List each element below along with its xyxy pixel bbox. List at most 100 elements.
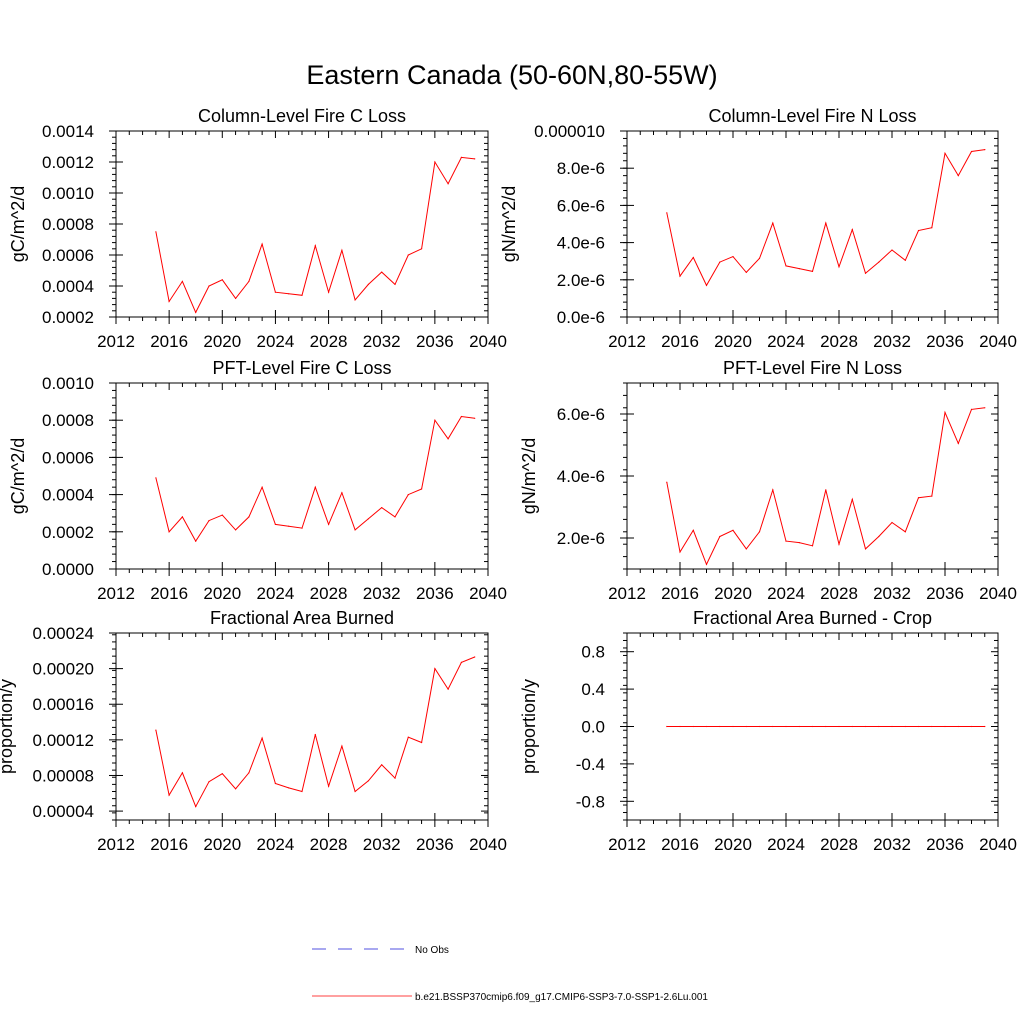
data-point [434, 161, 436, 163]
data-point [719, 535, 721, 538]
data-point [745, 725, 747, 728]
x-tick-label: 2032 [363, 332, 401, 351]
data-point [235, 297, 237, 299]
x-tick-label: 2032 [873, 332, 911, 351]
data-point [851, 725, 853, 728]
data-point [758, 531, 761, 533]
x-tick-label: 2036 [416, 332, 454, 351]
data-point [328, 291, 330, 293]
data-point [181, 772, 183, 774]
x-tick-label: 2020 [714, 584, 752, 603]
y-tick-label: 0.00024 [33, 624, 94, 643]
data-point [811, 725, 814, 728]
data-point [864, 548, 867, 550]
data-point [970, 150, 973, 153]
data-point [434, 419, 436, 421]
data-point [381, 271, 383, 273]
data-point [904, 725, 906, 728]
data-point [838, 725, 840, 728]
data-point [891, 521, 893, 524]
x-tick-label: 2016 [150, 584, 188, 603]
y-axis-label: gN/m^2/d [499, 186, 519, 262]
x-tick-label: 2016 [661, 835, 699, 854]
data-point [679, 725, 681, 728]
data-point [301, 527, 303, 529]
y-tick-label: 0.0004 [42, 277, 94, 296]
x-tick-label: 2040 [979, 332, 1017, 351]
data-point [195, 806, 197, 808]
data-point [168, 300, 170, 303]
data-point [274, 291, 276, 293]
data-point [460, 156, 462, 158]
x-tick-label: 2028 [820, 332, 858, 351]
panel-3: PFT-Level Fire C Loss gC/m^2/d 2012 2016 202… [8, 358, 507, 603]
panel-6: Fractional Area Burned - Crop proportion/… [519, 608, 1017, 854]
data-point [474, 656, 476, 658]
data-point [155, 231, 157, 233]
data-point [288, 525, 290, 527]
y-axis-label: proportion/y [0, 679, 16, 774]
data-point [261, 486, 263, 488]
legend: No Obs b.e21.BSSP370cmip6.f09_g17.CMIP6-… [312, 945, 708, 1003]
y-tick-label: 6.0e-6 [557, 405, 605, 424]
data-point [421, 741, 423, 744]
data-point [825, 725, 827, 728]
data-point [851, 498, 853, 500]
y-axis-label: gC/m^2/d [8, 438, 28, 514]
figure-title: Eastern Canada (50-60N,80-55W) [306, 60, 717, 90]
x-tick-label: 2016 [150, 835, 188, 854]
panel-2: Column-Level Fire N Loss gN/m^2/d 2012 2016… [499, 106, 1017, 351]
data-point [447, 183, 449, 185]
data-point [811, 270, 814, 272]
data-point [785, 725, 787, 728]
y-tick-label: 0.0e-6 [557, 308, 605, 327]
data-point [984, 149, 986, 151]
y-axis-label: gC/m^2/d [8, 186, 28, 262]
x-tick-label: 2036 [416, 835, 454, 854]
series-line-1 [155, 415, 475, 543]
data-point [931, 725, 933, 728]
data-point [984, 725, 986, 728]
x-tick-label: 2016 [661, 584, 699, 603]
y-tick-label: 0.00016 [33, 695, 94, 714]
y-tick-label: 0.0002 [42, 523, 94, 542]
x-tick-label: 2020 [203, 332, 241, 351]
x-tick-label: 2012 [97, 835, 135, 854]
x-tick-label: 2036 [926, 332, 964, 351]
series-line-1 [666, 149, 985, 287]
data-point [970, 725, 973, 728]
data-point [666, 481, 668, 483]
data-point [732, 529, 734, 531]
data-point [474, 417, 476, 419]
data-point [970, 408, 973, 410]
panel-title: Column-Level Fire C Loss [198, 106, 406, 126]
data-point [221, 773, 223, 775]
data-point [261, 243, 263, 245]
data-point [891, 725, 893, 728]
series-line-1 [666, 407, 985, 566]
x-tick-label: 2020 [714, 332, 752, 351]
data-point [181, 516, 183, 518]
data-point [825, 222, 827, 224]
data-point [460, 415, 462, 418]
series-line-1 [155, 156, 475, 314]
y-tick-label: 2.0e-6 [557, 529, 605, 548]
data-point [474, 158, 476, 160]
panel-5: Fractional Area Burned proportion/y 2012 20… [0, 608, 507, 854]
panel-title: Fractional Area Burned - Crop [693, 608, 932, 628]
x-tick-label: 2028 [310, 332, 348, 351]
data-point [367, 518, 369, 520]
x-tick-label: 2032 [873, 835, 911, 854]
data-point [195, 540, 197, 542]
data-point [719, 261, 721, 263]
y-tick-label: 4.0e-6 [557, 234, 605, 253]
data-point [208, 285, 210, 287]
data-point [825, 489, 827, 491]
data-point [904, 531, 906, 533]
data-point [772, 725, 774, 728]
data-point [798, 725, 800, 728]
panel-1: Column-Level Fire C Loss gC/m^2/d 2012 2016… [8, 106, 507, 351]
y-tick-label: 0.0010 [42, 184, 94, 203]
x-tick-label: 2028 [310, 584, 348, 603]
